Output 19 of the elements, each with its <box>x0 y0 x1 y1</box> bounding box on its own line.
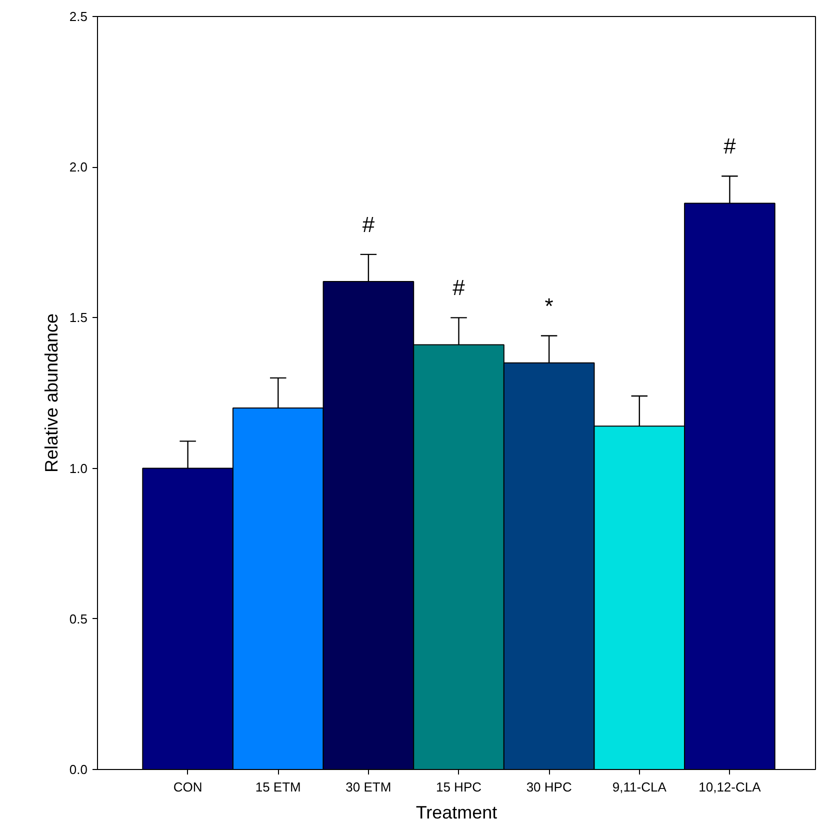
x-tick-label: 10,12-CLA <box>698 780 762 794</box>
x-axis-title: Treatment <box>416 802 498 822</box>
y-tick-label: 2.0 <box>69 160 88 175</box>
x-tick-label: 15 ETM <box>255 780 301 794</box>
y-tick-label: 0.0 <box>69 762 88 777</box>
x-tick-label: 30 HPC <box>526 780 572 794</box>
x-tick-label: CON <box>173 780 202 794</box>
x-tick-label: 9,11-CLA <box>612 780 667 794</box>
data-label: # <box>724 134 737 159</box>
data-label: * <box>544 293 554 318</box>
x-tick-label: 15 HPC <box>436 780 482 794</box>
y-tick-label: 2.5 <box>69 9 88 24</box>
y-tick-label: 1.5 <box>69 310 88 326</box>
data-label: # <box>452 275 466 300</box>
y-tick-label: 0.5 <box>69 611 88 626</box>
y-tick-label: 1.0 <box>69 460 88 476</box>
data-label: # <box>362 212 376 237</box>
y-axis-title: Relative abundance <box>41 313 62 473</box>
x-tick-label: 30 ETM <box>346 780 392 794</box>
